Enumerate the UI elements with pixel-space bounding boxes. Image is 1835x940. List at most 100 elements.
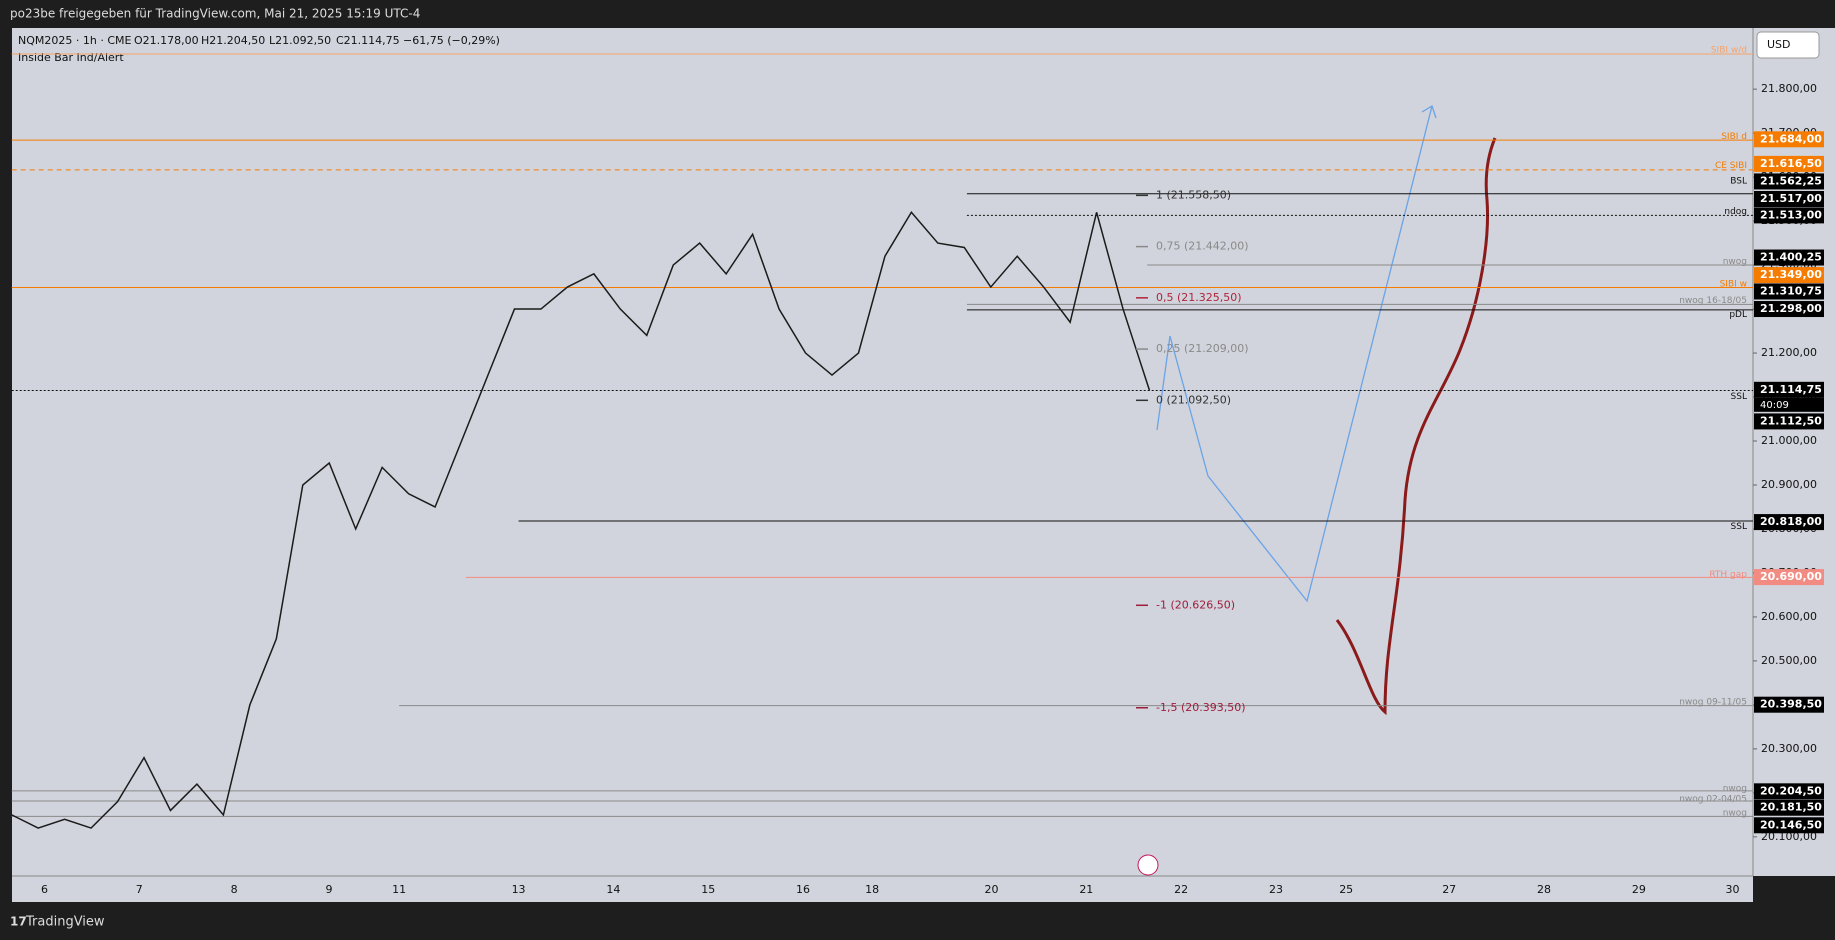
header-title: po23be freigegeben für TradingView.com, … <box>10 7 420 21</box>
x-tick-label: 22 <box>1174 883 1188 896</box>
level-name: SIBI w/d <box>1711 45 1747 55</box>
x-tick-label: 29 <box>1632 883 1646 896</box>
fib-label: 0,75 (21.442,00) <box>1156 240 1249 253</box>
price-box <box>1754 514 1824 531</box>
y-tick-label: 20.900,00 <box>1761 478 1817 491</box>
x-tick-label: 11 <box>392 883 406 896</box>
price-box <box>1754 173 1824 190</box>
price-box <box>1754 155 1824 172</box>
price-box <box>1754 799 1824 816</box>
level-name: nwog 16-18/05 <box>1679 296 1747 306</box>
price-box-label: 21.112,50 <box>1760 414 1822 427</box>
y-tick-label: 21.000,00 <box>1761 434 1817 447</box>
currency-button[interactable] <box>1756 31 1820 59</box>
price-box <box>1754 301 1824 318</box>
legend-change: −61,75 (−0,29%) <box>403 34 500 47</box>
price-box <box>1754 283 1824 300</box>
price-box-label: 20.690,00 <box>1760 570 1822 583</box>
x-tick-label: 20 <box>984 883 998 896</box>
level-name: SSL <box>1731 392 1747 402</box>
price-box-label: 21.310,75 <box>1760 284 1822 297</box>
x-tick-label: 25 <box>1339 883 1353 896</box>
legend-symbol: NQM2025 · 1h · CME <box>18 34 131 47</box>
price-box-label: 21.562,25 <box>1760 174 1822 187</box>
level-name: pDL <box>1729 310 1747 320</box>
price-box <box>1754 413 1824 430</box>
x-tick-label: 15 <box>701 883 715 896</box>
x-tick-label: 27 <box>1442 883 1456 896</box>
price-box-label: 21.349,00 <box>1760 268 1822 281</box>
level-name: nwog <box>1723 809 1747 819</box>
fib-label: 0 (21.092,50) <box>1156 393 1231 406</box>
x-tick-label: 7 <box>136 883 143 896</box>
price-box-label: 21.400,25 <box>1760 251 1822 264</box>
level-name: nwog 09-11/05 <box>1679 697 1747 707</box>
footer-brand: TradingView <box>25 915 105 930</box>
x-tick-label: 16 <box>796 883 810 896</box>
price-box-label: 20.398,50 <box>1760 698 1822 711</box>
x-tick-label: 28 <box>1537 883 1551 896</box>
level-name: RTH gap <box>1709 570 1747 580</box>
price-box <box>1754 249 1824 266</box>
price-box-label: 21.114,75 <box>1760 383 1822 396</box>
x-tick-label: 23 <box>1269 883 1283 896</box>
x-tick-label: 13 <box>512 883 526 896</box>
price-box <box>1754 569 1824 586</box>
countdown-box <box>1754 397 1824 412</box>
level-name: SIBI d <box>1721 132 1747 142</box>
price-box <box>1754 696 1824 713</box>
price-box-label: 21.684,00 <box>1760 132 1822 145</box>
legend-open: O21.178,00 <box>134 34 199 47</box>
drawn-curve <box>1335 137 1497 716</box>
footer-logo: 17 <box>10 915 27 929</box>
level-name: SIBI w <box>1720 279 1747 289</box>
y-tick-label: 20.300,00 <box>1761 742 1817 755</box>
y-tick-label: 21.800,00 <box>1761 82 1817 95</box>
fib-label: 0,5 (21.325,50) <box>1156 291 1242 304</box>
y-tick-label: 21.200,00 <box>1761 346 1817 359</box>
price-box <box>1754 267 1824 284</box>
fib-label: -1 (20.626,50) <box>1156 598 1235 611</box>
event-icon[interactable] <box>1137 854 1159 876</box>
x-tick-label: 18 <box>865 883 879 896</box>
x-tick-label: 21 <box>1079 883 1093 896</box>
level-name: SSL <box>1731 522 1747 532</box>
price-box-label: 21.616,50 <box>1760 157 1822 170</box>
fib-label: 1 (21.558,50) <box>1156 188 1231 201</box>
legend-close: C21.114,75 <box>336 34 400 47</box>
price-box <box>1754 191 1824 208</box>
price-box <box>1754 783 1824 800</box>
level-name: BSL <box>1730 176 1747 186</box>
time-axis <box>12 876 1753 902</box>
x-tick-label: 8 <box>231 883 238 896</box>
level-name: nwog 02-04/05 <box>1679 795 1747 805</box>
indicator-name: Inside Bar Ind/Alert <box>18 51 124 64</box>
x-tick-label: 30 <box>1725 883 1739 896</box>
price-box-label: 21.513,00 <box>1760 208 1822 221</box>
level-name: CE SIBI <box>1715 161 1747 171</box>
price-box-label: 20.181,50 <box>1760 801 1822 814</box>
x-tick-label: 14 <box>606 883 620 896</box>
countdown: 40:09 <box>1760 400 1789 411</box>
fib-label: -1,5 (20.393,50) <box>1156 701 1246 714</box>
legend-high: H21.204,50 <box>201 34 265 47</box>
y-tick-label: 20.600,00 <box>1761 610 1817 623</box>
price-box-label: 20.818,00 <box>1760 515 1822 528</box>
legend-low: L21.092,50 <box>269 34 331 47</box>
price-box <box>1754 131 1824 148</box>
price-box <box>1754 817 1824 834</box>
price-box-label: 21.298,00 <box>1760 302 1822 315</box>
arrow-head <box>1421 105 1437 119</box>
projection-arrow <box>1156 105 1433 603</box>
x-tick-label: 9 <box>325 883 332 896</box>
currency-label[interactable]: USD <box>1767 38 1791 51</box>
price-box-label: 20.146,50 <box>1760 818 1822 831</box>
level-name: nwog <box>1723 257 1747 267</box>
fib-label: 0,25 (21.209,00) <box>1156 342 1249 355</box>
level-name: ndog <box>1724 207 1747 217</box>
price-box-label: 20.204,50 <box>1760 784 1822 797</box>
plot-area <box>12 28 1753 876</box>
price-box-label: 21.517,00 <box>1760 192 1822 205</box>
price-line <box>11 211 1151 829</box>
